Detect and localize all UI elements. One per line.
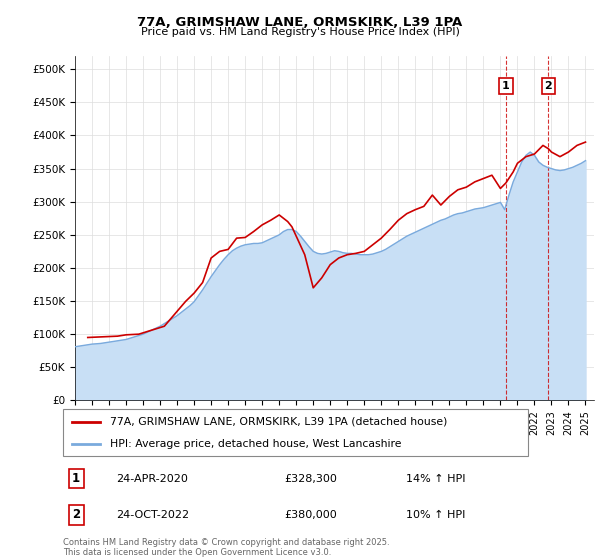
FancyBboxPatch shape bbox=[63, 409, 528, 456]
Text: 24-OCT-2022: 24-OCT-2022 bbox=[116, 510, 189, 520]
Text: 1: 1 bbox=[502, 81, 510, 91]
Text: 10% ↑ HPI: 10% ↑ HPI bbox=[406, 510, 466, 520]
Text: Contains HM Land Registry data © Crown copyright and database right 2025.
This d: Contains HM Land Registry data © Crown c… bbox=[63, 538, 389, 557]
Text: 2: 2 bbox=[545, 81, 552, 91]
Text: 77A, GRIMSHAW LANE, ORMSKIRK, L39 1PA (detached house): 77A, GRIMSHAW LANE, ORMSKIRK, L39 1PA (d… bbox=[110, 417, 447, 427]
Text: 77A, GRIMSHAW LANE, ORMSKIRK, L39 1PA: 77A, GRIMSHAW LANE, ORMSKIRK, L39 1PA bbox=[137, 16, 463, 29]
Text: 1: 1 bbox=[72, 472, 80, 485]
Text: 14% ↑ HPI: 14% ↑ HPI bbox=[406, 474, 466, 484]
Text: 24-APR-2020: 24-APR-2020 bbox=[116, 474, 188, 484]
Text: £328,300: £328,300 bbox=[285, 474, 338, 484]
Text: 2: 2 bbox=[72, 508, 80, 521]
Text: Price paid vs. HM Land Registry's House Price Index (HPI): Price paid vs. HM Land Registry's House … bbox=[140, 27, 460, 37]
Text: HPI: Average price, detached house, West Lancashire: HPI: Average price, detached house, West… bbox=[110, 438, 401, 449]
Text: £380,000: £380,000 bbox=[285, 510, 338, 520]
